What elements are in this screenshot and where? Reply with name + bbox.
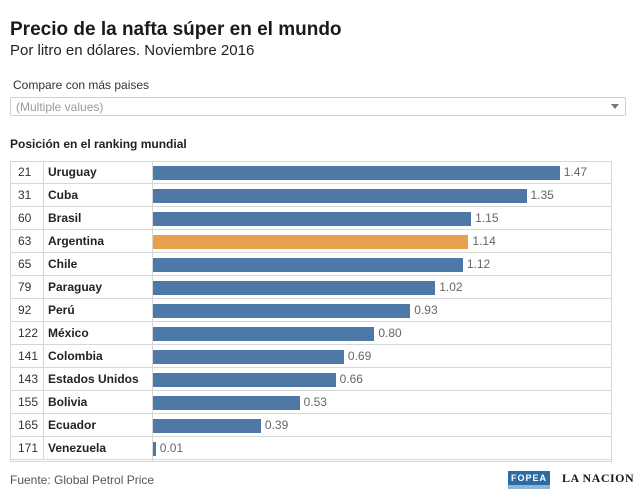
rank-cell: 171 xyxy=(10,437,44,460)
value-label: 0.39 xyxy=(264,418,289,432)
bar[interactable] xyxy=(153,258,463,272)
rank-cell: 31 xyxy=(10,184,44,207)
table-row: 63 Argentina 1.14 xyxy=(10,230,612,253)
country-cell: Uruguay xyxy=(48,165,97,179)
row-border xyxy=(10,391,612,414)
bar[interactable] xyxy=(153,442,156,456)
bar[interactable] xyxy=(153,373,336,387)
country-cell: Cuba xyxy=(48,188,78,202)
column-divider xyxy=(152,161,153,462)
bar[interactable] xyxy=(153,235,469,249)
value-label: 1.15 xyxy=(475,211,499,225)
row-border xyxy=(10,414,612,437)
rank-cell: 65 xyxy=(10,253,44,276)
bar[interactable] xyxy=(153,189,527,203)
value-label: 0.69 xyxy=(347,349,372,363)
rank-cell: 122 xyxy=(10,322,44,345)
chart-subtitle: Por litro en dólares. Noviembre 2016 xyxy=(10,42,255,59)
source-note: Fuente: Global Petrol Price xyxy=(10,473,155,487)
value-label: 1.02 xyxy=(439,280,463,294)
table-row: 60 Brasil 1.15 xyxy=(10,207,612,230)
table-row: 65 Chile 1.12 xyxy=(10,253,612,276)
row-border xyxy=(10,184,612,207)
row-border xyxy=(10,230,612,253)
value-label: 1.14 xyxy=(472,234,496,248)
country-cell: Brasil xyxy=(48,211,82,225)
table-row: 122 México 0.80 xyxy=(10,322,612,345)
bar[interactable] xyxy=(153,396,300,410)
value-label: 1.12 xyxy=(466,257,491,271)
dropdown-selected-value: (Multiple values) xyxy=(16,100,104,114)
row-border xyxy=(10,161,612,184)
country-cell: Perú xyxy=(48,303,75,317)
value-label: 0.53 xyxy=(303,395,327,409)
bar[interactable] xyxy=(153,304,411,318)
row-border xyxy=(10,368,612,391)
country-cell: Paraguay xyxy=(48,280,103,294)
bar[interactable] xyxy=(153,166,560,180)
fopea-logo-stripe xyxy=(508,485,550,489)
value-label: 0.66 xyxy=(339,372,363,386)
rank-cell: 141 xyxy=(10,345,44,368)
bar[interactable] xyxy=(153,327,375,341)
table-row: 155 Bolivia 0.53 xyxy=(10,391,612,414)
table-row: 31 Cuba 1.35 xyxy=(10,184,612,207)
compare-filter-label: Compare con más paises xyxy=(13,78,150,92)
la-nacion-logo: LA NACION xyxy=(562,471,635,485)
country-cell: Argentina xyxy=(48,234,105,248)
row-border xyxy=(10,437,612,460)
row-border xyxy=(10,207,612,230)
value-label: 0.80 xyxy=(378,326,402,340)
row-border xyxy=(10,276,612,299)
rank-cell: 79 xyxy=(10,276,44,299)
country-cell: Bolivia xyxy=(48,395,88,409)
table-row: 141 Colombia 0.69 xyxy=(10,345,612,368)
bar[interactable] xyxy=(153,350,344,364)
compare-countries-dropdown[interactable]: (Multiple values) xyxy=(10,97,626,116)
rank-cell: 143 xyxy=(10,368,44,391)
table-row: 165 Ecuador 0.39 xyxy=(10,414,612,437)
bar[interactable] xyxy=(153,281,436,295)
fopea-logo: FOPEA xyxy=(508,471,550,485)
rank-cell: 165 xyxy=(10,414,44,437)
bar[interactable] xyxy=(153,212,472,226)
table-row: 171 Venezuela 0.01 xyxy=(10,437,612,460)
rank-cell: 21 xyxy=(10,161,44,184)
rank-cell: 155 xyxy=(10,391,44,414)
country-cell: Venezuela xyxy=(48,441,107,455)
country-cell: México xyxy=(48,326,89,340)
row-border xyxy=(10,253,612,276)
value-label: 0.93 xyxy=(414,303,438,317)
rank-cell: 92 xyxy=(10,299,44,322)
country-cell: Estados Unidos xyxy=(48,372,139,386)
bar[interactable] xyxy=(153,419,261,433)
table-row: 21 Uruguay 1.47 xyxy=(10,161,612,184)
value-label: 1.35 xyxy=(530,188,554,202)
value-label: 0.01 xyxy=(159,441,184,455)
ranking-header: Posición en el ranking mundial xyxy=(10,137,187,151)
rank-cell: 60 xyxy=(10,207,44,230)
chart-title: Precio de la nafta súper en el mundo xyxy=(10,19,342,40)
row-border xyxy=(10,322,612,345)
value-label: 1.47 xyxy=(563,165,588,179)
row-border xyxy=(10,299,612,322)
row-border xyxy=(10,345,612,368)
chevron-down-icon[interactable] xyxy=(611,104,619,109)
ranking-table: 21 Uruguay 1.47 31 Cuba 1.35 60 Brasil 1.15 63 Arg… xyxy=(10,161,612,462)
table-row: 92 Perú 0.93 xyxy=(10,299,612,322)
table-row: 79 Paraguay 1.02 xyxy=(10,276,612,299)
country-cell: Chile xyxy=(48,257,78,271)
table-row: 143 Estados Unidos 0.66 xyxy=(10,368,612,391)
country-cell: Ecuador xyxy=(48,418,97,432)
country-cell: Colombia xyxy=(48,349,103,363)
rank-cell: 63 xyxy=(10,230,44,253)
